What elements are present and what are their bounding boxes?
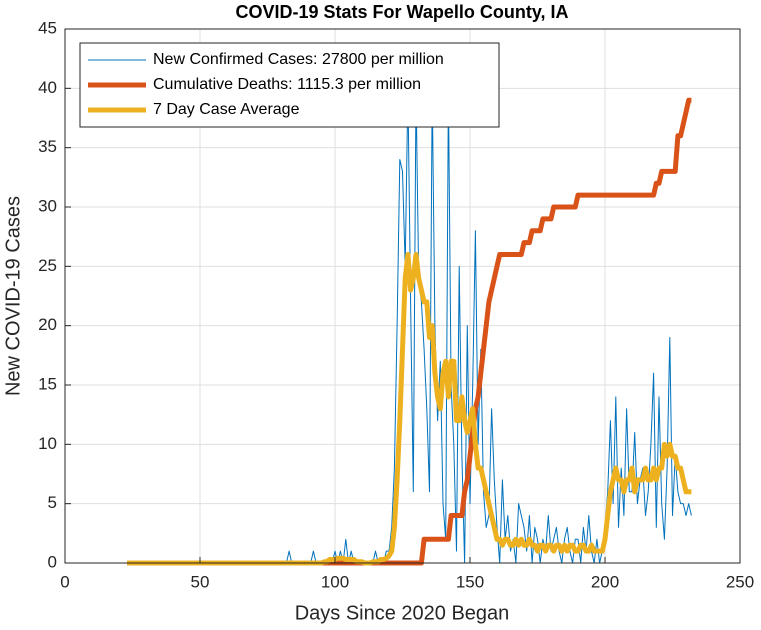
y-tick-label: 0	[48, 552, 57, 571]
x-tick-label: 50	[191, 572, 210, 591]
chart-title: COVID-19 Stats For Wapello County, IA	[235, 2, 568, 22]
x-tick-label: 100	[321, 572, 349, 591]
y-tick-label: 45	[38, 18, 57, 37]
y-tick-label: 10	[38, 434, 57, 453]
y-tick-label: 5	[48, 493, 57, 512]
x-tick-label: 250	[726, 572, 754, 591]
y-tick-label: 30	[38, 196, 57, 215]
legend: New Confirmed Cases: 27800 per million Cu…	[79, 42, 500, 128]
legend-box	[79, 42, 500, 128]
y-axis-label: New COVID-19 Cases	[2, 196, 24, 396]
legend-label: 7 Day Case Average	[153, 101, 300, 118]
y-tick-label: 35	[38, 137, 57, 156]
legend-label: Cumulative Deaths: 1115.3 per million	[153, 76, 421, 93]
x-axis-label: Days Since 2020 Began	[295, 602, 510, 624]
x-tick-label: 0	[60, 572, 69, 591]
y-tick-label: 25	[38, 256, 57, 275]
y-tick-label: 15	[38, 374, 57, 393]
axes-box	[64, 28, 741, 564]
y-tick-label: 40	[38, 78, 57, 97]
legend-label: New Confirmed Cases: 27800 per million	[153, 51, 444, 68]
axes: 0 50 100 150 200 250 0 5 10 15 20 25 30 35 40 45	[38, 18, 754, 591]
y-tick-label: 20	[38, 315, 57, 334]
x-tick-label: 150	[456, 572, 484, 591]
x-tick-label: 200	[591, 572, 619, 591]
